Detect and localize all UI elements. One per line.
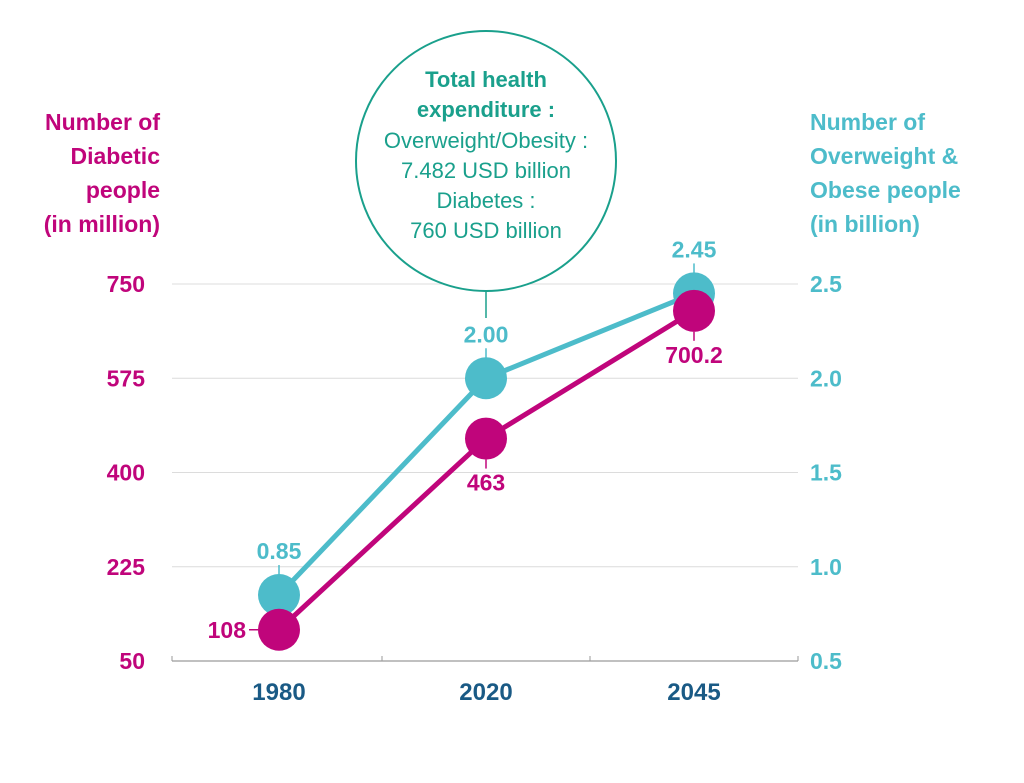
x-tick-label: 1980 xyxy=(252,679,305,706)
annotation-body-line: Overweight/Obesity : xyxy=(384,128,588,153)
left-tick-label: 750 xyxy=(107,271,145,297)
right-axis-label-line: Obese people xyxy=(810,177,961,203)
overweight-point xyxy=(258,574,300,617)
left-axis-ticks: 750 575 400 225 50 xyxy=(107,271,146,674)
left-axis-label-line: (in million) xyxy=(44,211,160,237)
right-axis-label-line: (in billion) xyxy=(810,211,920,237)
left-axis-label: Number of Diabetic people (in million) xyxy=(44,109,161,237)
diabetic-point xyxy=(465,417,507,460)
x-tick-label: 2045 xyxy=(667,679,720,706)
left-axis-label-line: people xyxy=(86,177,160,203)
left-tick-label: 50 xyxy=(119,648,145,674)
right-axis-ticks: 2.5 2.0 1.5 1.0 0.5 xyxy=(810,271,842,674)
overweight-data-label: 2.45 xyxy=(672,236,717,262)
x-tick-label: 2020 xyxy=(459,679,512,706)
left-tick-label: 575 xyxy=(107,365,146,391)
diabetic-data-label: 463 xyxy=(467,470,505,496)
right-tick-label: 2.0 xyxy=(810,365,842,391)
annotation-title-line: Total health xyxy=(425,67,547,92)
annotation-body-line: Diabetes : xyxy=(436,188,535,213)
right-tick-label: 1.0 xyxy=(810,554,842,580)
left-tick-label: 225 xyxy=(107,554,146,580)
overweight-data-label: 2.00 xyxy=(464,321,509,347)
annotation-body-line: 7.482 USD billion xyxy=(401,158,571,183)
right-tick-label: 0.5 xyxy=(810,648,842,674)
diabetic-point xyxy=(258,608,300,651)
x-axis: 1980 2020 2045 xyxy=(252,679,720,706)
left-tick-label: 400 xyxy=(107,460,145,486)
annotation-bubble: Total health expenditure : Overweight/Obes… xyxy=(355,30,617,318)
right-axis-label-line: Number of xyxy=(810,109,925,135)
diabetic-data-label: 700.2 xyxy=(665,342,723,368)
annotation-body-line: 760 USD billion xyxy=(410,218,562,243)
left-axis-label-line: Diabetic xyxy=(71,143,161,169)
right-axis-label-line: Overweight & xyxy=(810,143,958,169)
overweight-point xyxy=(465,357,507,400)
left-axis-label-line: Number of xyxy=(45,109,160,135)
diabetic-data-label: 108 xyxy=(208,617,247,643)
overweight-data-label: 0.85 xyxy=(257,538,302,564)
annotation-title-line: expenditure : xyxy=(417,97,555,122)
series-points: 0.85 2.00 2.45 108 463 700.2 xyxy=(208,236,723,651)
right-axis-label: Number of Overweight & Obese people (in bil… xyxy=(810,109,961,237)
diabetic-point xyxy=(673,289,715,332)
right-tick-label: 2.5 xyxy=(810,271,842,297)
right-tick-label: 1.5 xyxy=(810,460,842,486)
